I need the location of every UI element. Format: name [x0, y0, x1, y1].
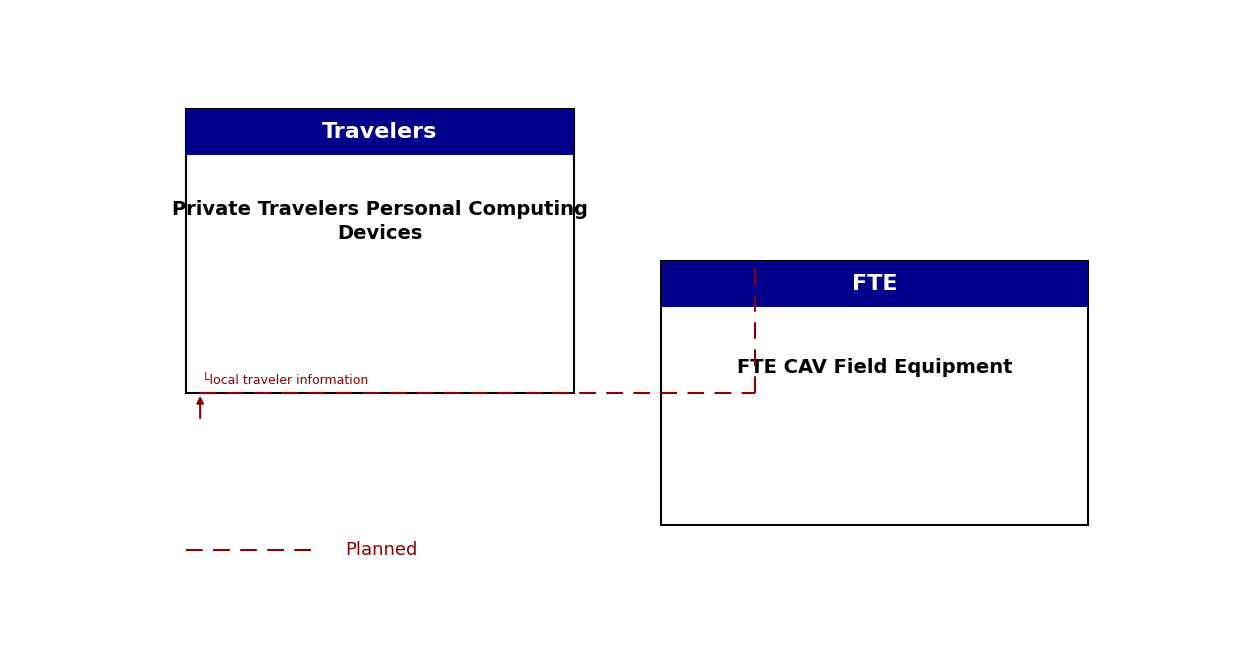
Bar [185, 109, 573, 393]
Text: FTE: FTE [851, 274, 898, 294]
Text: └local traveler information: └local traveler information [202, 374, 368, 387]
Text: Private Travelers Personal Computing
Devices: Private Travelers Personal Computing Dev… [172, 201, 587, 243]
Bar [661, 261, 1088, 525]
Text: FTE CAV Field Equipment: FTE CAV Field Equipment [736, 359, 1013, 378]
Text: Planned: Planned [346, 541, 418, 559]
Bar [185, 109, 573, 155]
Text: Travelers: Travelers [322, 122, 437, 142]
Bar [661, 261, 1088, 307]
